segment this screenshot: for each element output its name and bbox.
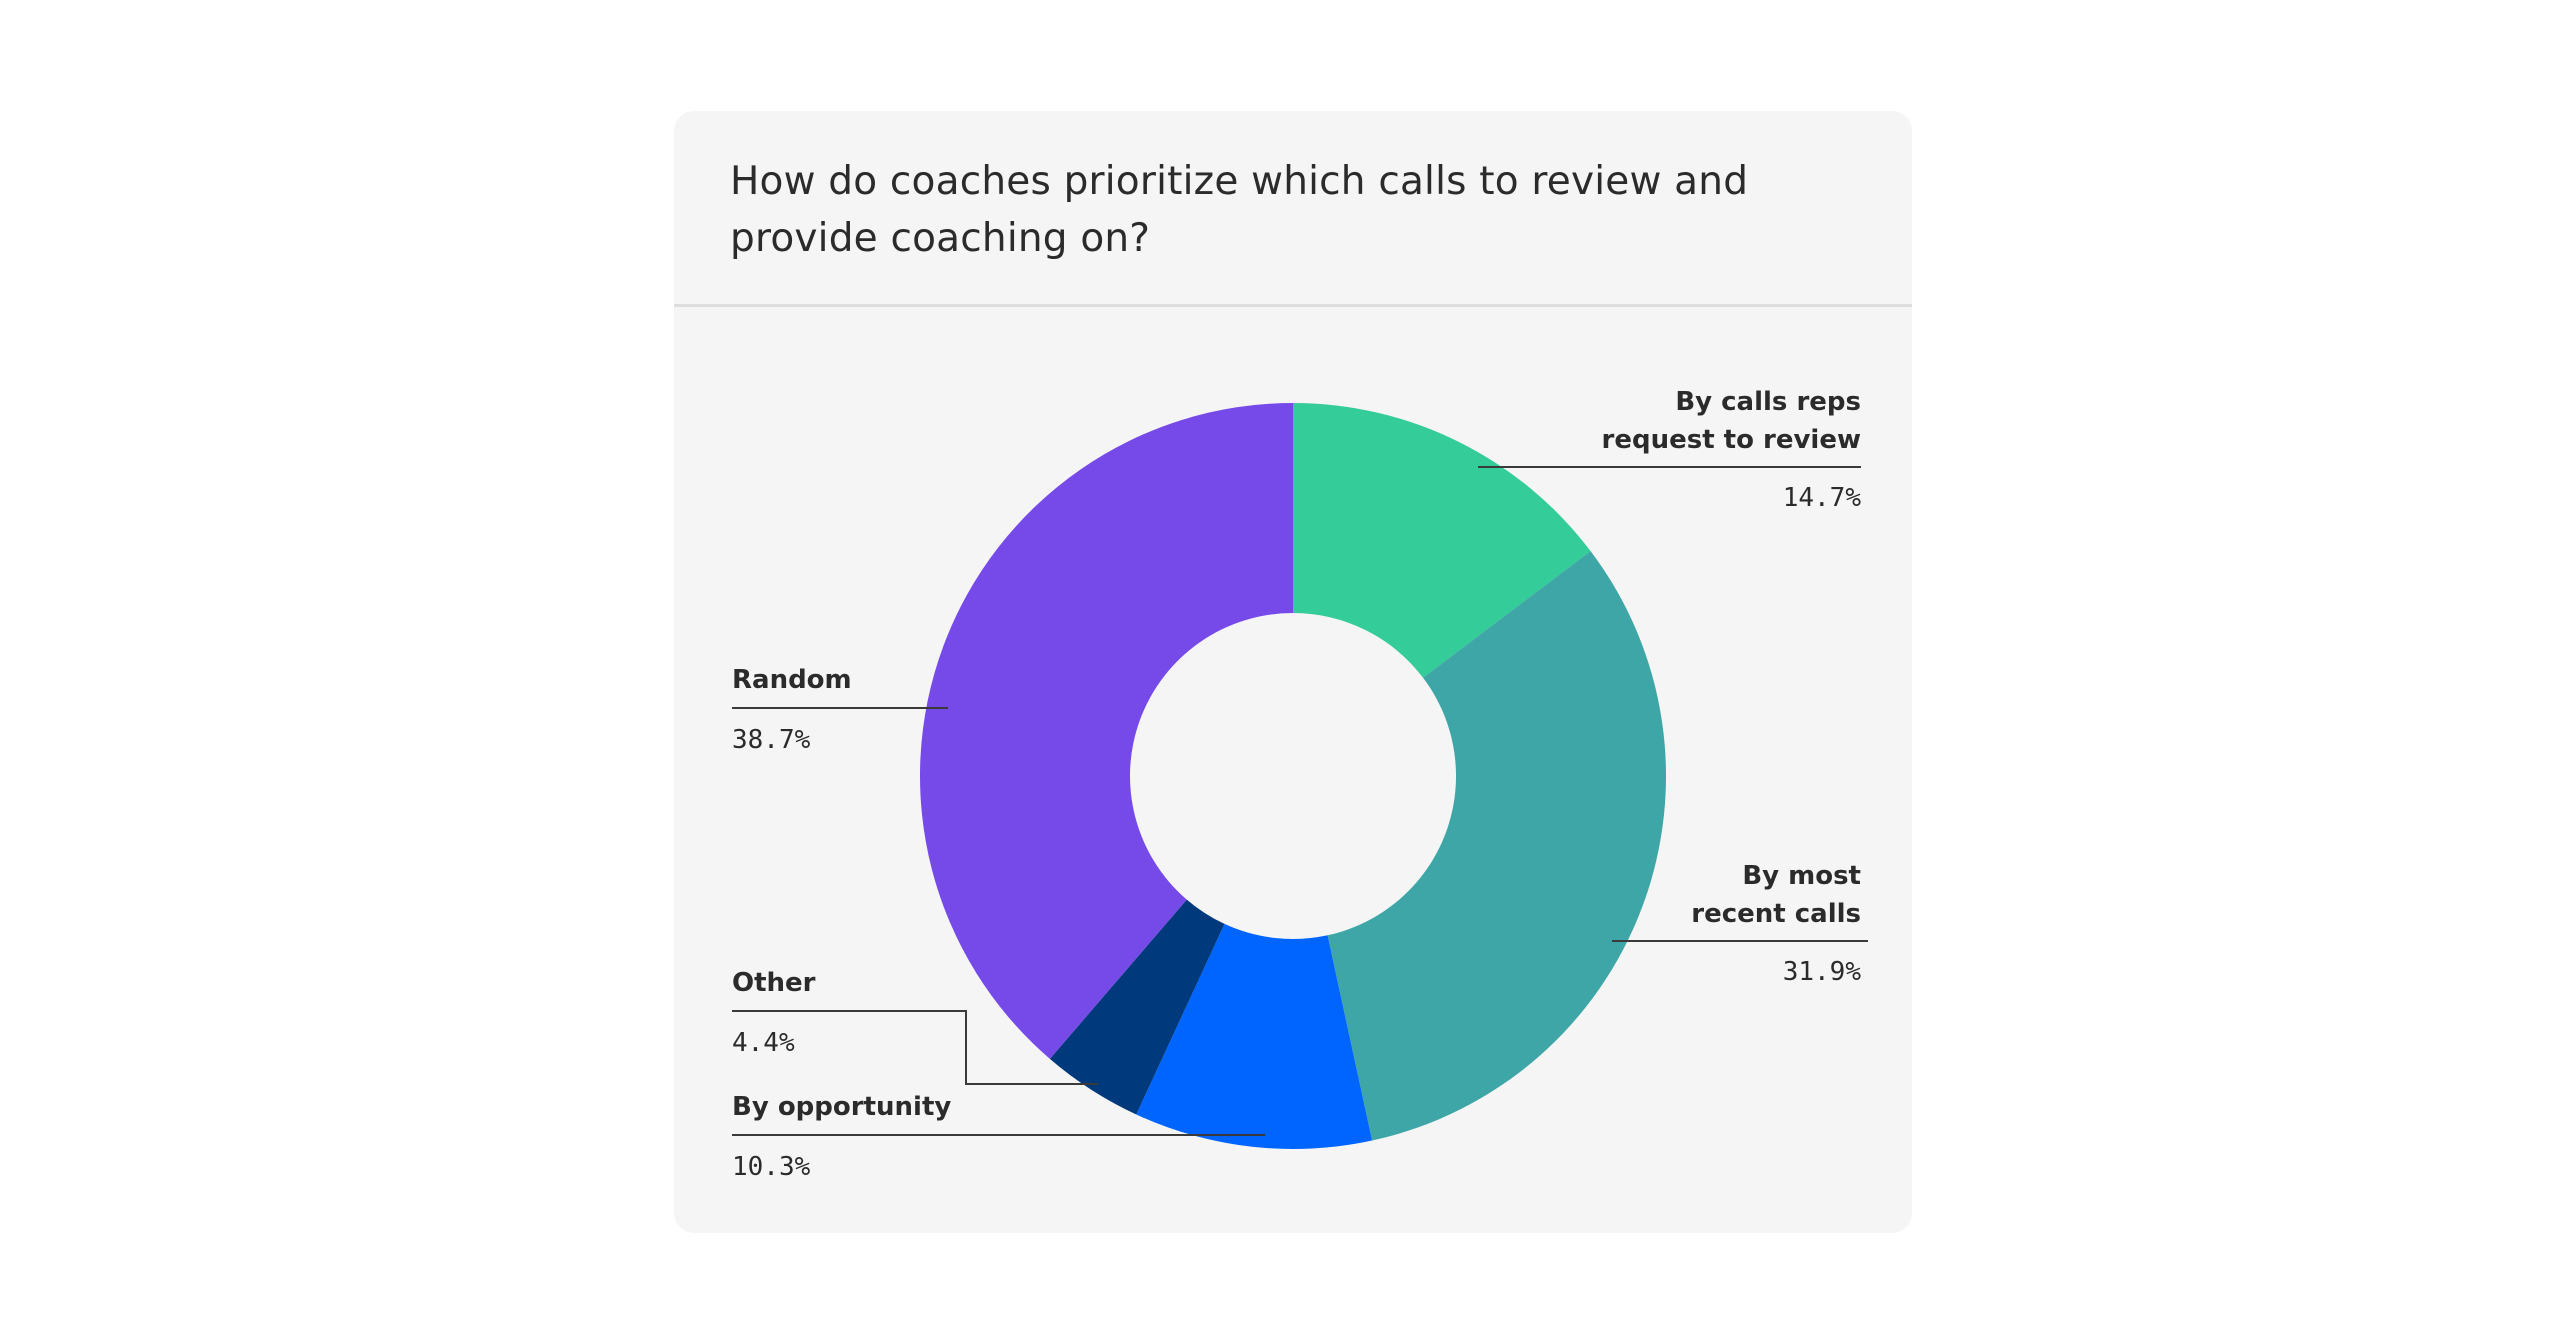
leader-lines	[732, 466, 1868, 1136]
card-header: How do coaches prioritize which calls to…	[674, 111, 1912, 307]
slice-label-by-calls-reps-request-to-review: request to review	[1602, 425, 1861, 455]
slice-label-by-calls-reps-request-to-review: By calls reps	[1675, 387, 1861, 417]
slice-label-by-most-recent-calls: By most	[1742, 861, 1861, 891]
slice-label-by-opportunity: By opportunity	[732, 1092, 951, 1122]
slice-value-by-most-recent-calls: 31.9%	[1783, 957, 1862, 987]
slice-labels: By calls reps request to review 14.7% By mo…	[732, 387, 1861, 1182]
slice-value-random: 38.7%	[732, 725, 811, 755]
slice-other	[1049, 899, 1225, 1115]
leader-line-other	[732, 1010, 1098, 1085]
slice-label-by-most-recent-calls: recent calls	[1691, 899, 1861, 929]
slice-value-other: 4.4%	[732, 1028, 795, 1058]
donut-slices	[919, 403, 1667, 1149]
slice-label-random: Random	[732, 665, 852, 695]
slice-by-calls-reps-request-to-review	[1293, 403, 1591, 678]
slice-by-most-recent-calls	[1327, 551, 1667, 1141]
slice-label-other: Other	[732, 968, 816, 998]
slice-value-by-calls-reps-request-to-review: 14.7%	[1783, 483, 1862, 513]
chart-title: How do coaches prioritize which calls to…	[730, 159, 1749, 261]
slice-random	[919, 403, 1293, 1059]
slice-value-by-opportunity: 10.3%	[732, 1152, 811, 1182]
slice-by-opportunity	[1136, 923, 1373, 1149]
